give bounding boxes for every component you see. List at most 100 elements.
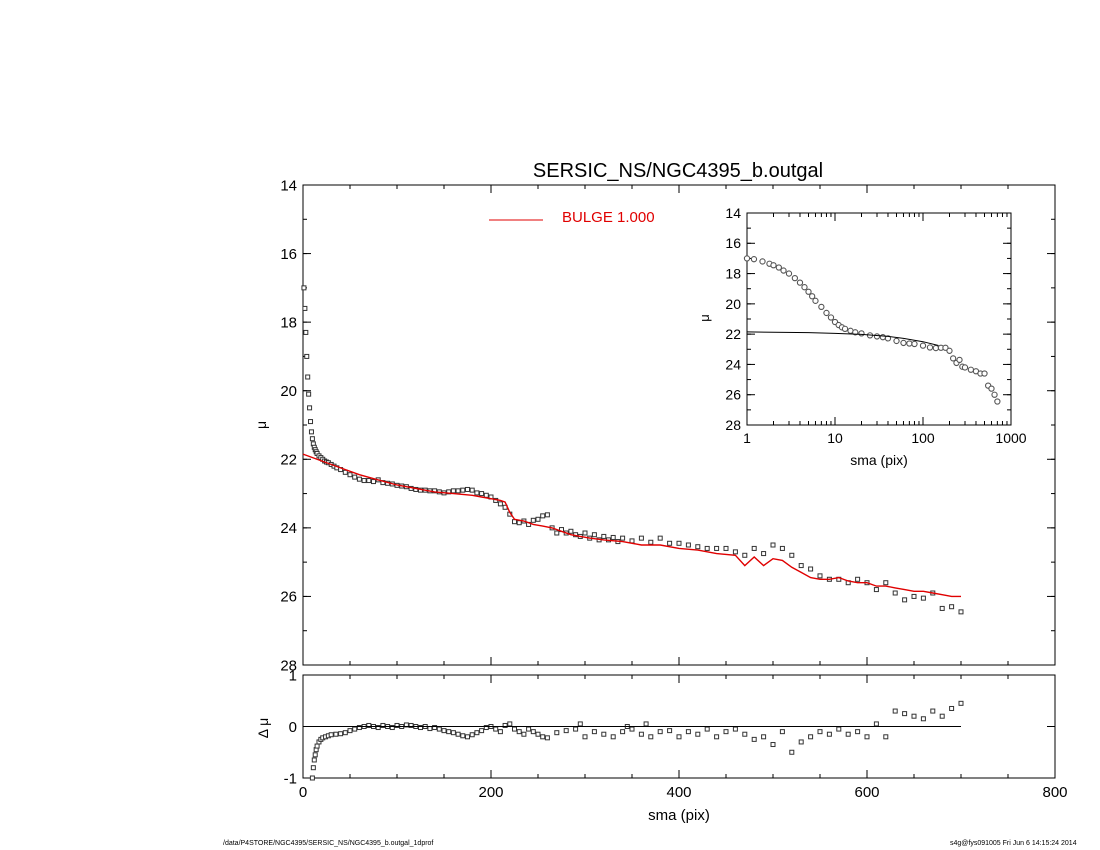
data-point bbox=[695, 544, 701, 550]
data-point bbox=[512, 519, 517, 525]
data-point bbox=[347, 472, 353, 478]
y-tick-label: 0 bbox=[289, 719, 297, 736]
data-point bbox=[629, 726, 635, 732]
data-point bbox=[418, 725, 423, 731]
data-point bbox=[554, 730, 560, 736]
data-point bbox=[497, 501, 503, 507]
x-tick-label: 800 bbox=[1042, 784, 1067, 801]
data-point bbox=[465, 486, 470, 492]
data-point bbox=[883, 580, 889, 586]
data-point bbox=[526, 726, 532, 732]
main-y-axis-label: μ bbox=[253, 421, 269, 429]
data-point bbox=[732, 726, 738, 732]
legend: BULGE 1.000 bbox=[489, 209, 655, 226]
x-tick-label: 200 bbox=[478, 784, 503, 801]
data-point bbox=[988, 385, 995, 392]
data-point bbox=[836, 726, 842, 732]
data-point bbox=[432, 725, 438, 731]
x-tick-label: 400 bbox=[666, 784, 691, 801]
data-point bbox=[375, 725, 381, 731]
data-point bbox=[356, 476, 362, 482]
data-point bbox=[685, 729, 691, 735]
data-point bbox=[309, 436, 315, 442]
data-point bbox=[789, 749, 795, 755]
y-tick-label: 24 bbox=[725, 356, 741, 372]
data-point bbox=[648, 734, 654, 740]
data-point bbox=[961, 364, 969, 371]
series-line bbox=[746, 331, 939, 346]
data-point bbox=[911, 593, 917, 599]
data-point bbox=[817, 573, 823, 579]
data-point bbox=[809, 293, 816, 300]
data-point bbox=[521, 731, 527, 737]
data-point bbox=[902, 597, 908, 603]
data-point bbox=[516, 520, 522, 526]
data-point bbox=[302, 305, 308, 311]
data-point bbox=[577, 721, 583, 727]
data-point bbox=[930, 708, 936, 714]
data-point bbox=[900, 339, 907, 347]
data-point bbox=[309, 775, 315, 781]
data-point bbox=[864, 734, 870, 740]
y-tick-label: 16 bbox=[725, 235, 741, 251]
data-point bbox=[956, 356, 963, 364]
data-point bbox=[483, 725, 489, 731]
legend-label-bulge: BULGE 1.000 bbox=[562, 209, 655, 226]
data-point bbox=[939, 713, 945, 719]
data-point bbox=[883, 734, 889, 740]
data-point bbox=[723, 729, 729, 735]
y-tick-label: 28 bbox=[725, 417, 741, 433]
data-point bbox=[892, 708, 898, 714]
data-point bbox=[920, 595, 926, 601]
data-point bbox=[817, 729, 823, 735]
data-point bbox=[643, 721, 649, 727]
data-point bbox=[568, 528, 574, 534]
y-tick-label: 22 bbox=[280, 452, 297, 469]
data-point bbox=[356, 725, 362, 731]
y-tick-label: 18 bbox=[280, 314, 297, 331]
main-series bbox=[301, 285, 964, 615]
data-point bbox=[455, 488, 461, 494]
data-point bbox=[779, 729, 785, 735]
data-point bbox=[823, 309, 830, 317]
data-point bbox=[732, 549, 738, 555]
data-point bbox=[704, 726, 710, 732]
y-tick-label: -1 bbox=[284, 770, 297, 787]
inset-x-axis-label: sma (pix) bbox=[850, 452, 908, 468]
data-point bbox=[460, 487, 466, 493]
data-point bbox=[902, 711, 908, 717]
data-point bbox=[380, 722, 386, 728]
data-point bbox=[648, 539, 654, 545]
data-point bbox=[906, 340, 913, 347]
data-point bbox=[394, 722, 400, 728]
data-point bbox=[610, 534, 616, 540]
data-point bbox=[785, 270, 793, 277]
data-point bbox=[770, 742, 776, 748]
x-tick-label: 600 bbox=[854, 784, 879, 801]
data-point bbox=[314, 743, 320, 749]
x-tick-label: 1000 bbox=[995, 430, 1026, 446]
inset-y-axis: 14 16 18 20 22 24 26 28 bbox=[725, 205, 1011, 433]
chart-title: SERSIC_NS/NGC4395_b.outgal bbox=[533, 160, 823, 182]
data-point bbox=[789, 552, 795, 558]
data-point bbox=[932, 344, 940, 352]
data-point bbox=[469, 732, 475, 738]
data-point bbox=[620, 729, 626, 735]
data-point bbox=[512, 726, 517, 732]
data-point bbox=[308, 419, 314, 425]
residual-y-axis: -1 0 1 bbox=[284, 667, 1055, 787]
data-point bbox=[991, 391, 998, 398]
data-point bbox=[502, 722, 508, 728]
y-tick-label: 26 bbox=[725, 387, 741, 403]
inset-y-axis-label: μ bbox=[697, 314, 712, 322]
x-tick-label: 10 bbox=[827, 430, 843, 446]
data-point bbox=[554, 530, 560, 536]
data-point bbox=[893, 337, 900, 345]
x-tick-label: 0 bbox=[299, 784, 307, 801]
data-point bbox=[770, 542, 776, 548]
data-point bbox=[441, 728, 447, 734]
data-point bbox=[465, 734, 470, 740]
data-point bbox=[949, 604, 955, 610]
data-point bbox=[450, 730, 456, 736]
